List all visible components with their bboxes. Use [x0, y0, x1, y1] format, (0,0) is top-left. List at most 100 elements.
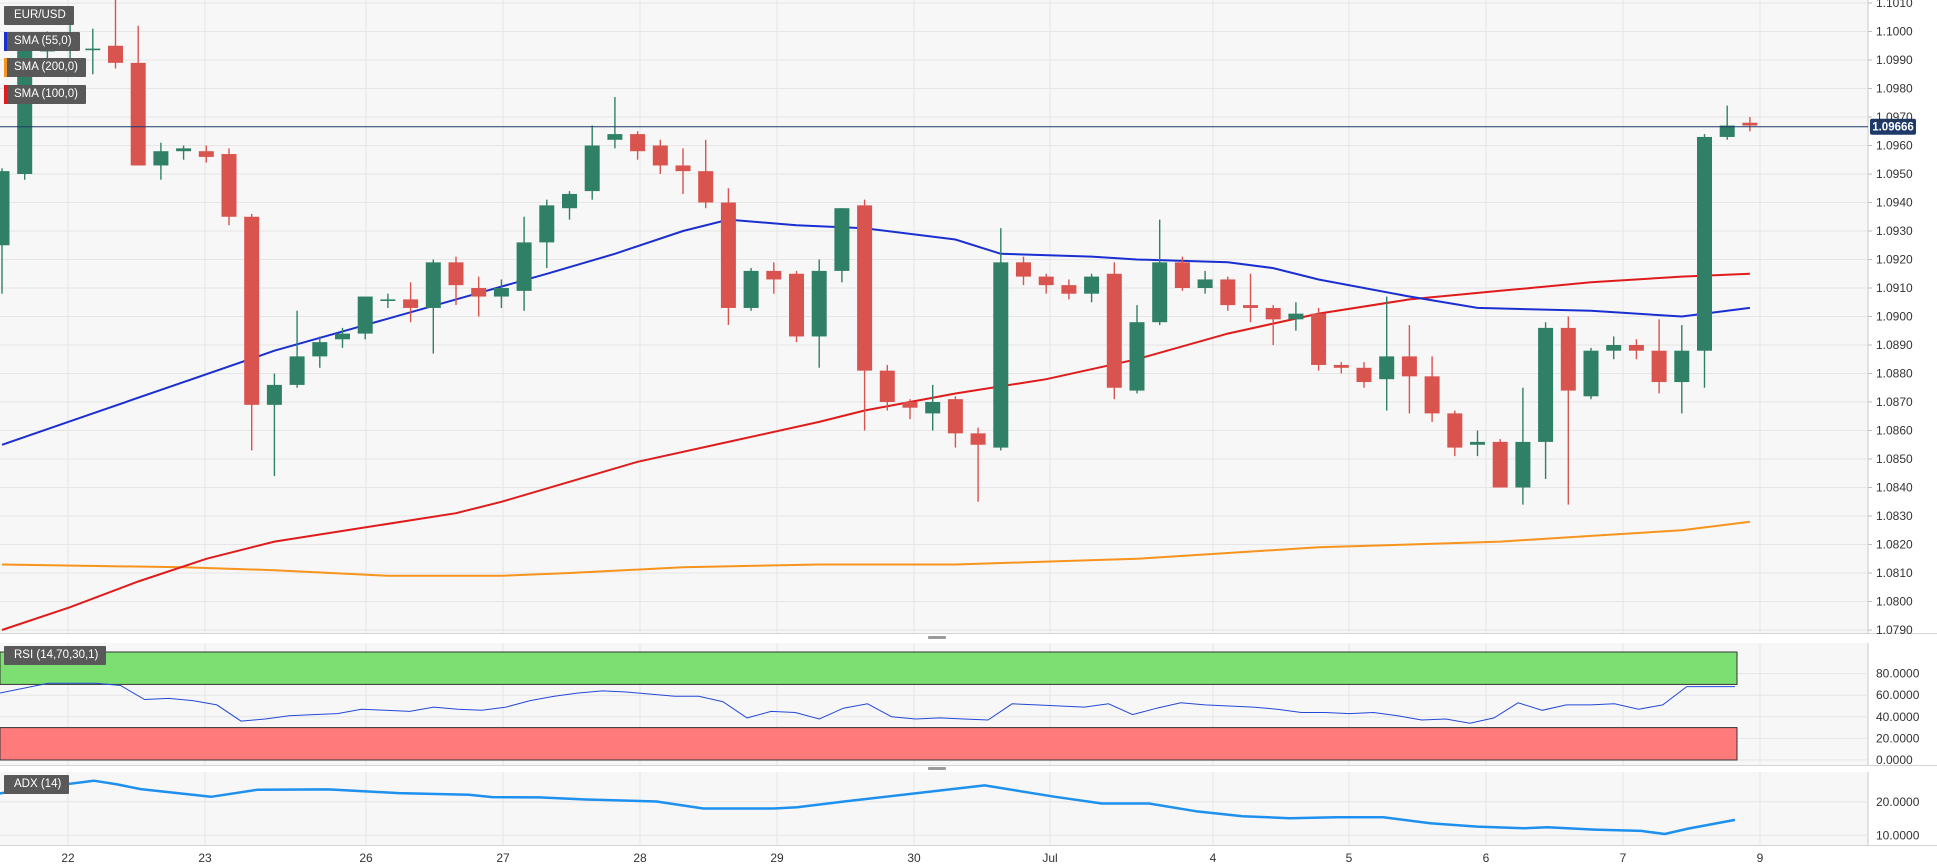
price-tick-label: 1.0910: [1876, 281, 1913, 295]
candle-body: [1379, 356, 1395, 380]
rsi-tick-label: 80.0000: [1876, 667, 1920, 681]
candle-down: [879, 364, 895, 411]
rsi-drag-handle: [928, 636, 946, 639]
candle-up: [1606, 336, 1622, 360]
candle-body: [789, 273, 804, 337]
candle-up: [1538, 322, 1554, 479]
candle-down: [1401, 325, 1417, 414]
adx-line: [0, 779, 1736, 836]
candle-up: [493, 279, 509, 308]
candle-down: [1016, 256, 1031, 286]
symbol-legend: EUR/USD: [4, 6, 74, 25]
candle-down: [630, 131, 646, 160]
candle-body: [403, 299, 419, 308]
candle-body: [357, 296, 373, 334]
candle-down: [789, 270, 804, 343]
candle-body: [153, 151, 169, 166]
candle-body: [108, 45, 123, 63]
candle-down: [1174, 256, 1190, 291]
candle-body: [584, 145, 600, 192]
candle-down: [902, 399, 918, 420]
candle-down: [675, 148, 691, 194]
candle-down: [198, 145, 214, 163]
candle-body: [947, 399, 963, 434]
rsi-oversold-band: [0, 727, 1738, 761]
candle-body: [1470, 441, 1485, 445]
price-tick-label: 1.0950: [1876, 167, 1913, 181]
candle-body: [1265, 307, 1281, 320]
adx-label: ADX (14): [14, 778, 62, 790]
price-tick-label: 1.0870: [1876, 395, 1913, 409]
candle-body: [1606, 345, 1622, 351]
current-price-badge: [1870, 118, 1916, 135]
price-tick-label: 1.0920: [1876, 253, 1913, 267]
rsi-tick-label: 60.0000: [1876, 688, 1920, 702]
candle-body: [244, 216, 260, 405]
rsi-label: RSI (14,70,30,1): [14, 649, 99, 661]
candle-body: [1492, 441, 1508, 488]
candle-body: [1288, 313, 1304, 320]
candle-body: [1560, 327, 1576, 391]
candle-up: [176, 145, 192, 160]
candle-down: [652, 139, 668, 174]
candle-up: [0, 168, 10, 294]
sma200-swatch: [4, 58, 7, 77]
candle-body: [312, 342, 328, 357]
price-tick-label: 1.0860: [1876, 424, 1913, 438]
candle-body: [1447, 413, 1463, 448]
price-tick-label: 1.0880: [1876, 367, 1913, 381]
candle-down: [1560, 316, 1576, 505]
sma100-legend: SMA (100,0): [4, 85, 86, 104]
sma55-line: [1, 218, 1751, 446]
candle-body: [1220, 279, 1236, 306]
candle-up: [811, 259, 827, 368]
candle-body: [925, 402, 941, 414]
sma55-swatch: [4, 32, 7, 51]
current-price-label: 1.09666: [1872, 122, 1914, 134]
date-label: 27: [496, 851, 510, 865]
candle-up: [289, 310, 305, 388]
candle-body: [539, 205, 555, 243]
price-tick-label: 1.0940: [1876, 196, 1913, 210]
candle-down: [1628, 339, 1644, 360]
candle-body: [1333, 364, 1349, 368]
candle-down: [857, 199, 873, 431]
candle-up: [1084, 273, 1100, 303]
candle-body: [1129, 322, 1145, 391]
candle-body: [0, 171, 10, 246]
rsi-overbought-band: [0, 651, 1738, 685]
price-tick-label: 1.0830: [1876, 509, 1913, 523]
candle-body: [85, 48, 101, 51]
candle-down: [1742, 117, 1758, 132]
candle-body: [811, 270, 827, 337]
rsi-legend: RSI (14,70,30,1): [4, 646, 107, 665]
candle-body: [879, 370, 895, 402]
candle-body: [1697, 136, 1712, 351]
rsi-tick-label: 0.0000: [1876, 753, 1913, 767]
candle-body: [1628, 345, 1644, 351]
date-label: 7: [1620, 851, 1627, 865]
candle-body: [1674, 350, 1690, 383]
candle-down: [1220, 276, 1236, 311]
date-label: 23: [198, 851, 212, 865]
price-tick-label: 1.0810: [1876, 566, 1913, 580]
candle-body: [675, 165, 691, 172]
sma100-label: SMA (100,0): [14, 88, 78, 100]
candle-up: [266, 373, 282, 477]
candle-up: [562, 191, 577, 220]
candle-body: [1538, 327, 1554, 442]
candle-down: [130, 25, 146, 166]
candle-body: [1016, 262, 1031, 277]
adx-legend: ADX (14): [4, 775, 70, 794]
candle-body: [766, 270, 782, 280]
sma100-line: [1, 272, 1750, 631]
candle-down: [108, 0, 123, 69]
candle-body: [1038, 276, 1054, 286]
candle-body: [516, 242, 532, 291]
candle-body: [1152, 262, 1168, 323]
rsi-tick-label: 40.0000: [1876, 710, 1920, 724]
price-tick-label: 1.0960: [1876, 139, 1913, 153]
candle-up: [1674, 325, 1690, 414]
candle-down: [720, 188, 736, 326]
